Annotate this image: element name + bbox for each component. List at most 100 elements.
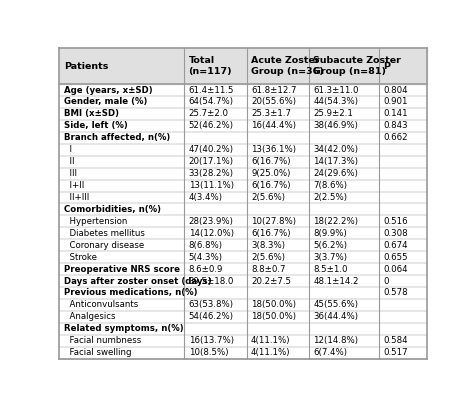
Text: 64(54.7%): 64(54.7%) (189, 98, 234, 106)
Text: 28(23.9%): 28(23.9%) (189, 217, 233, 226)
Text: Acute Zoster
Group (n=36): Acute Zoster Group (n=36) (251, 56, 324, 76)
Text: 18(22.2%): 18(22.2%) (313, 217, 358, 226)
Text: Gender, male (%): Gender, male (%) (64, 98, 147, 106)
Text: 0.517: 0.517 (383, 348, 408, 357)
Text: 12(14.8%): 12(14.8%) (313, 336, 358, 345)
Text: 10(27.8%): 10(27.8%) (251, 217, 296, 226)
Text: 3(3.7%): 3(3.7%) (313, 253, 347, 262)
Text: 38(46.9%): 38(46.9%) (313, 121, 358, 130)
Text: BMI (x±SD): BMI (x±SD) (64, 109, 118, 118)
Text: 14(17.3%): 14(17.3%) (313, 157, 358, 166)
Text: Previous medications, n(%): Previous medications, n(%) (64, 289, 197, 297)
Text: 25.9±2.1: 25.9±2.1 (313, 109, 353, 118)
Text: Subacute Zoster
Group (n=81): Subacute Zoster Group (n=81) (313, 56, 401, 76)
Bar (59, 48, 427, 84)
Text: 52(46.2%): 52(46.2%) (189, 121, 234, 130)
Text: 0.901: 0.901 (383, 98, 408, 106)
Text: Stroke: Stroke (64, 253, 97, 262)
Text: 63(53.8%): 63(53.8%) (189, 301, 234, 310)
Text: Coronary disease: Coronary disease (64, 241, 144, 250)
Text: 48.1±14.2: 48.1±14.2 (313, 276, 359, 286)
Text: 54(46.2%): 54(46.2%) (189, 312, 234, 321)
Text: Related symptoms, n(%): Related symptoms, n(%) (64, 324, 183, 333)
Text: 0.655: 0.655 (383, 253, 408, 262)
Text: Branch affected, n(%): Branch affected, n(%) (64, 133, 170, 142)
Text: 47(40.2%): 47(40.2%) (189, 145, 234, 154)
Text: 45(55.6%): 45(55.6%) (313, 301, 358, 310)
Text: 34(42.0%): 34(42.0%) (313, 145, 358, 154)
Text: I: I (64, 145, 72, 154)
Text: 5(6.2%): 5(6.2%) (313, 241, 347, 250)
Text: 18(50.0%): 18(50.0%) (251, 301, 296, 310)
Text: 16(44.4%): 16(44.4%) (251, 121, 296, 130)
Text: 8.6±0.9: 8.6±0.9 (189, 265, 223, 274)
Text: 20(17.1%): 20(17.1%) (189, 157, 234, 166)
Text: 0: 0 (383, 276, 389, 286)
Text: III: III (64, 169, 77, 178)
Text: 2(2.5%): 2(2.5%) (313, 193, 347, 202)
Text: 0.804: 0.804 (383, 85, 408, 95)
Text: Diabetes mellitus: Diabetes mellitus (64, 229, 145, 238)
Text: 39.5±18.0: 39.5±18.0 (189, 276, 234, 286)
Text: 16(13.7%): 16(13.7%) (189, 336, 234, 345)
Text: 0.843: 0.843 (383, 121, 408, 130)
Text: 13(36.1%): 13(36.1%) (251, 145, 296, 154)
Text: II+III: II+III (64, 193, 89, 202)
Text: 61.3±11.0: 61.3±11.0 (313, 85, 359, 95)
Text: 8.5±1.0: 8.5±1.0 (313, 265, 348, 274)
Text: 6(16.7%): 6(16.7%) (251, 229, 291, 238)
Text: 8(6.8%): 8(6.8%) (189, 241, 223, 250)
Text: Preoperative NRS score: Preoperative NRS score (64, 265, 180, 274)
Text: 33(28.2%): 33(28.2%) (189, 169, 234, 178)
Text: 24(29.6%): 24(29.6%) (313, 169, 358, 178)
Text: 0.662: 0.662 (383, 133, 408, 142)
Text: 6(7.4%): 6(7.4%) (313, 348, 347, 357)
Text: 25.7±2.0: 25.7±2.0 (189, 109, 228, 118)
Text: 4(11.1%): 4(11.1%) (251, 348, 291, 357)
Text: 0.578: 0.578 (383, 289, 408, 297)
Text: 61.4±11.5: 61.4±11.5 (189, 85, 234, 95)
Text: 0.064: 0.064 (383, 265, 408, 274)
Text: 14(12.0%): 14(12.0%) (189, 229, 234, 238)
Text: P: P (383, 62, 390, 71)
Text: Comorbidities, n(%): Comorbidities, n(%) (64, 205, 161, 214)
Text: II: II (64, 157, 74, 166)
Text: Total
(n=117): Total (n=117) (189, 56, 232, 76)
Text: 5(4.3%): 5(4.3%) (189, 253, 223, 262)
Text: I+II: I+II (64, 181, 84, 190)
Text: 4(3.4%): 4(3.4%) (189, 193, 223, 202)
Text: 20.2±7.5: 20.2±7.5 (251, 276, 291, 286)
Text: 10(8.5%): 10(8.5%) (189, 348, 228, 357)
Text: Patients: Patients (64, 62, 108, 71)
Text: 8.8±0.7: 8.8±0.7 (251, 265, 285, 274)
Text: 20(55.6%): 20(55.6%) (251, 98, 296, 106)
Text: Anticonvulsants: Anticonvulsants (64, 301, 138, 310)
Text: 4(11.1%): 4(11.1%) (251, 336, 291, 345)
Text: 0.516: 0.516 (383, 217, 408, 226)
Text: Age (years, x±SD): Age (years, x±SD) (64, 85, 152, 95)
Text: 7(8.6%): 7(8.6%) (313, 181, 347, 190)
Text: 0.308: 0.308 (383, 229, 408, 238)
Text: 8(9.9%): 8(9.9%) (313, 229, 347, 238)
Text: 13(11.1%): 13(11.1%) (189, 181, 234, 190)
Text: 61.8±12.7: 61.8±12.7 (251, 85, 297, 95)
Text: 2(5.6%): 2(5.6%) (251, 253, 285, 262)
Text: 36(44.4%): 36(44.4%) (313, 312, 358, 321)
Text: 0.584: 0.584 (383, 336, 408, 345)
Text: 18(50.0%): 18(50.0%) (251, 312, 296, 321)
Text: Days after zoster onset (days): Days after zoster onset (days) (64, 276, 211, 286)
Text: Hypertension: Hypertension (64, 217, 127, 226)
Text: Side, left (%): Side, left (%) (64, 121, 128, 130)
Text: 6(16.7%): 6(16.7%) (251, 181, 291, 190)
Text: 25.3±1.7: 25.3±1.7 (251, 109, 291, 118)
Text: 3(8.3%): 3(8.3%) (251, 241, 285, 250)
Text: 9(25.0%): 9(25.0%) (251, 169, 291, 178)
Text: 0.674: 0.674 (383, 241, 408, 250)
Text: 0.141: 0.141 (383, 109, 408, 118)
Text: 2(5.6%): 2(5.6%) (251, 193, 285, 202)
Text: Facial numbness: Facial numbness (64, 336, 141, 345)
Text: 6(16.7%): 6(16.7%) (251, 157, 291, 166)
Text: Facial swelling: Facial swelling (64, 348, 131, 357)
Text: 44(54.3%): 44(54.3%) (313, 98, 358, 106)
Text: Analgesics: Analgesics (64, 312, 115, 321)
